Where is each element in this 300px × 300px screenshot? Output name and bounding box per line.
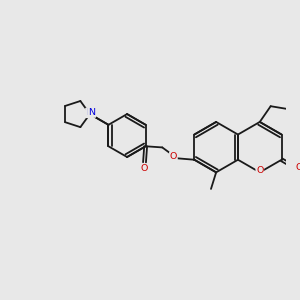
Text: N: N (86, 108, 93, 117)
Text: O: O (170, 152, 177, 161)
Text: O: O (141, 164, 148, 173)
Text: N: N (88, 108, 95, 117)
Text: O: O (256, 166, 263, 175)
Text: O: O (296, 163, 300, 172)
